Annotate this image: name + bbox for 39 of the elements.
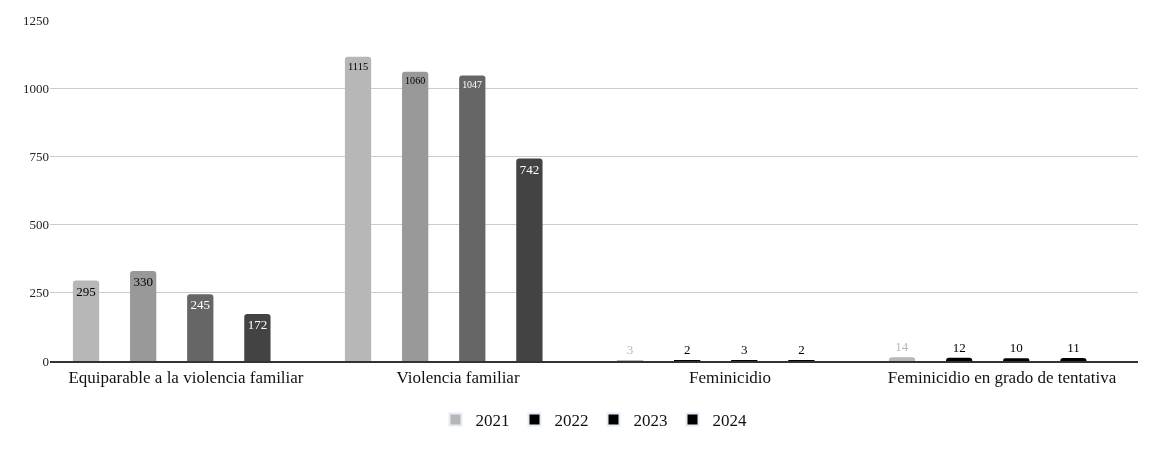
bar — [402, 71, 429, 361]
data-label: 172 — [247, 317, 268, 333]
data-label: 14 — [895, 339, 909, 355]
data-label: 742 — [519, 161, 540, 177]
data-label: 330 — [133, 273, 153, 289]
legend-label: 2022 — [554, 411, 589, 431]
x-tick-label: Feminicidio — [688, 368, 772, 388]
data-label: 3 — [626, 342, 634, 357]
bar — [344, 56, 372, 361]
y-tick-label: 1250 — [23, 12, 49, 28]
data-label: 11 — [1067, 340, 1080, 355]
legend-label: 2021 — [475, 411, 510, 431]
y-tick-label: 1000 — [23, 80, 49, 96]
bar — [459, 75, 486, 361]
legend-label: 2024 — [712, 411, 747, 431]
y-tick-label: 500 — [29, 217, 49, 233]
legend-label: 2023 — [633, 411, 668, 431]
data-label: 1060 — [405, 75, 426, 87]
bar — [888, 357, 916, 361]
data-label: 245 — [190, 297, 211, 313]
y-tick-label: 250 — [29, 285, 49, 301]
x-tick-label: Violencia familiar — [396, 368, 520, 388]
bar — [130, 270, 157, 361]
data-label: 1047 — [462, 78, 483, 90]
data-label: 12 — [952, 339, 966, 355]
x-tick-label: Equiparable a la violencia familiar — [68, 368, 304, 388]
bar — [516, 158, 543, 361]
data-label: 1115 — [347, 60, 369, 72]
x-tick-label: Feminicidio en grado de tentativa — [887, 368, 1117, 388]
y-tick-label: 750 — [29, 148, 49, 164]
y-tick-label: 0 — [42, 353, 49, 369]
bar — [72, 280, 100, 361]
data-label: 295 — [76, 283, 96, 299]
bar — [187, 294, 214, 361]
bar — [244, 314, 271, 361]
data-label: 2 — [798, 342, 805, 357]
data-label: 2 — [683, 342, 691, 357]
data-label: 3 — [741, 342, 748, 357]
data-label: 10 — [1009, 340, 1023, 356]
